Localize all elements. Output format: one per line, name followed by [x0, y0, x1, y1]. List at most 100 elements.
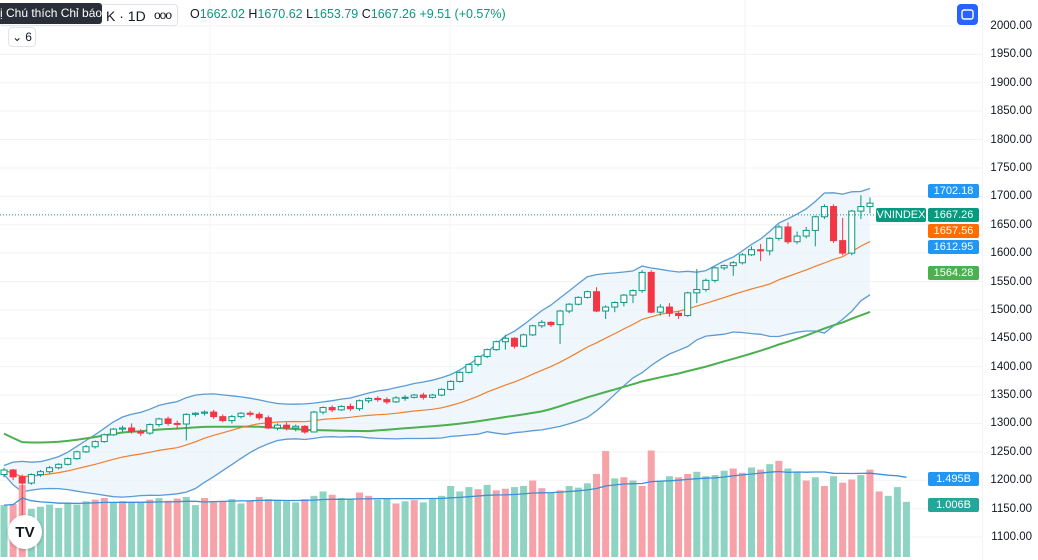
price-tick-label: 1500.00: [990, 303, 1032, 316]
candle-body: [64, 458, 72, 465]
volume-bar: [438, 495, 446, 557]
price-tick-label: 1700.00: [990, 190, 1032, 203]
volume-bar: [146, 499, 154, 557]
candle-body: [802, 229, 810, 237]
price-tick-label: 1450.00: [990, 332, 1032, 345]
candle-body: [9, 469, 17, 478]
volume-bar: [556, 490, 564, 557]
volume-bar: [501, 488, 509, 557]
candle-body: [465, 363, 473, 373]
candle-body: [848, 210, 856, 254]
change-value: +9.51 (+0.57%): [419, 7, 506, 21]
volume-bar: [337, 498, 345, 557]
volume-bar: [465, 487, 473, 557]
volume-bar: [629, 480, 637, 557]
volume-bar: [492, 490, 500, 557]
candle-body: [547, 321, 555, 326]
candle-body: [483, 349, 491, 357]
candle-body: [392, 397, 400, 403]
candle-body: [27, 474, 35, 484]
volume-bar: [428, 499, 436, 557]
candle-body: [738, 254, 746, 264]
candle-body: [866, 202, 874, 208]
candle-body: [675, 312, 683, 317]
volume-bar: [884, 495, 892, 557]
candle-body: [36, 471, 44, 476]
price-tick-label: 1100.00: [991, 531, 1032, 543]
candle-body: [602, 306, 610, 312]
candle-body: [638, 271, 646, 292]
price-tick-label: 2000.00: [990, 20, 1032, 32]
candle-body: [574, 296, 582, 305]
volume-bar: [693, 471, 701, 557]
volume-bar: [775, 460, 783, 557]
volume-bar: [830, 476, 838, 557]
indicators-toggle-button[interactable]: ⌄ 6: [8, 27, 36, 47]
volume-bar: [292, 502, 300, 557]
tradingview-logo[interactable]: TV: [8, 515, 42, 549]
volume-bar: [119, 501, 127, 557]
bollinger-band-fill: [4, 188, 870, 498]
volume-bar: [902, 501, 910, 557]
volume-bar: [720, 470, 728, 557]
candle-body: [419, 394, 427, 398]
volume-bar: [547, 492, 555, 557]
candle-body: [55, 463, 63, 469]
volume-bar: [283, 501, 291, 557]
volume-bar: [711, 475, 719, 557]
candle-body: [164, 418, 172, 424]
low-value: 1653.79: [313, 7, 359, 21]
price-tick-label: 1750.00: [990, 161, 1032, 174]
volume-bar: [210, 502, 218, 557]
candle-body: [556, 310, 564, 326]
candle-body: [91, 441, 99, 448]
volume-bar: [346, 499, 354, 557]
candle-body: [283, 424, 291, 429]
candle-body: [273, 424, 281, 429]
volume-bar: [729, 468, 737, 557]
volume-bar: [447, 486, 455, 557]
price-tick-label: 1250.00: [990, 445, 1032, 458]
volume-bar: [64, 503, 72, 557]
volume-bar: [410, 500, 418, 557]
candle-body: [73, 451, 81, 460]
volume-bar: [647, 450, 655, 557]
fit-screen-button[interactable]: [957, 4, 978, 25]
volume-bar: [793, 471, 801, 557]
indicators-count: 6: [25, 30, 32, 44]
candle-body: [219, 416, 227, 422]
candle-body: [784, 226, 792, 243]
volume-bar: [191, 505, 199, 557]
volume-bar: [310, 495, 318, 557]
volume-bar: [593, 473, 601, 557]
volume-bar: [201, 498, 209, 557]
volume-ma-tag: 1.495B: [928, 472, 979, 486]
volume-bar: [319, 491, 327, 557]
candle-body: [410, 394, 418, 398]
candle-body: [119, 427, 127, 430]
price-tick-label: 1150.00: [991, 502, 1032, 515]
volume-bar: [173, 498, 181, 557]
candle-body: [182, 413, 190, 425]
candle-body: [492, 341, 500, 351]
last-price-tag: 1667.26: [928, 208, 979, 222]
price-tick-label: 1900.00: [990, 76, 1032, 89]
ma20-line: [3, 241, 871, 478]
more-icon[interactable]: ooo: [154, 8, 172, 22]
volume-bar: [0, 505, 8, 557]
price-tick-label: 1800.00: [990, 133, 1032, 146]
symbol-tag: VNINDEX: [876, 208, 926, 222]
volume-bar: [747, 467, 755, 557]
candle-body: [100, 434, 108, 443]
volume-bar: [656, 481, 664, 557]
candle-body: [656, 306, 664, 313]
candle-body: [729, 262, 737, 267]
candle-body: [292, 425, 300, 429]
volume-tag: 1.006B: [928, 498, 979, 512]
candle-body: [201, 411, 209, 414]
volume-bar: [857, 475, 865, 557]
volume-bar: [137, 502, 145, 557]
candle-body: [146, 424, 154, 434]
volume-bar: [620, 477, 628, 557]
